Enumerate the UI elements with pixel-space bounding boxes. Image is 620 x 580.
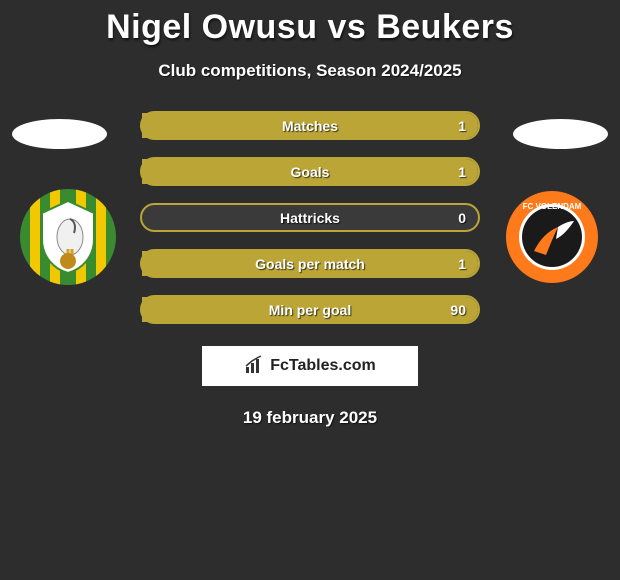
subtitle: Club competitions, Season 2024/2025 <box>0 61 620 81</box>
stat-label: Matches <box>142 118 478 134</box>
club-crest-right: FC VOLENDAM <box>504 189 600 285</box>
stat-label: Goals <box>142 164 478 180</box>
page-title: Nigel Owusu vs Beukers <box>0 0 620 47</box>
stat-value-right: 1 <box>458 164 466 180</box>
player-right-placeholder <box>513 119 608 149</box>
stat-row-goals: Goals 1 <box>140 157 480 186</box>
comparison-content: FC VOLENDAM Matches 1 Goals 1 Hattricks … <box>0 111 620 428</box>
stat-row-min-per-goal: Min per goal 90 <box>140 295 480 324</box>
club-crest-left <box>20 189 116 285</box>
stat-label: Min per goal <box>142 302 478 318</box>
stat-rows: Matches 1 Goals 1 Hattricks 0 Goals per … <box>140 111 480 324</box>
brand-text: FcTables.com <box>270 357 376 375</box>
stat-value-right: 0 <box>458 210 466 226</box>
player-left-placeholder <box>12 119 107 149</box>
stat-label: Goals per match <box>142 256 478 272</box>
fc-volendam-badge-icon: FC VOLENDAM <box>504 189 600 285</box>
brand-box[interactable]: FcTables.com <box>202 346 418 386</box>
stat-value-right: 90 <box>450 302 466 318</box>
date-line: 19 february 2025 <box>0 408 620 428</box>
stat-row-hattricks: Hattricks 0 <box>140 203 480 232</box>
stat-value-right: 1 <box>458 118 466 134</box>
stat-value-right: 1 <box>458 256 466 272</box>
ado-den-haag-badge-icon <box>20 189 116 285</box>
stat-row-matches: Matches 1 <box>140 111 480 140</box>
stat-label: Hattricks <box>142 210 478 226</box>
stat-row-goals-per-match: Goals per match 1 <box>140 249 480 278</box>
bar-chart-icon <box>244 355 266 377</box>
svg-text:FC VOLENDAM: FC VOLENDAM <box>523 202 582 211</box>
